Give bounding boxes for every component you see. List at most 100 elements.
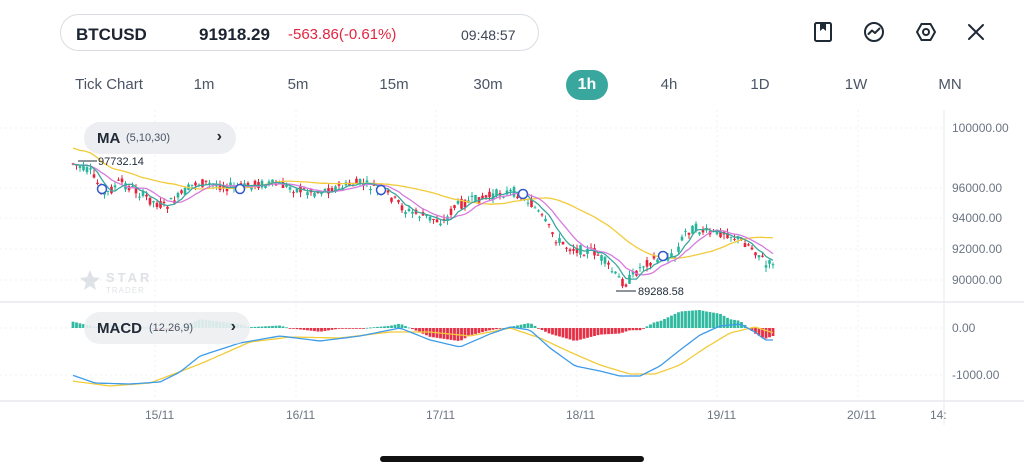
macd-bar: [302, 328, 306, 330]
candle-body: [617, 276, 621, 278]
candle-body: [334, 186, 337, 192]
tab-30m[interactable]: 30m: [473, 76, 503, 93]
macd-bar: [558, 328, 561, 337]
star-trader-watermark: STAR TRADER: [80, 270, 149, 295]
tab-1d[interactable]: 1D: [750, 76, 770, 93]
candle-body: [768, 260, 771, 264]
candle-body: [509, 189, 512, 192]
tab-15m[interactable]: 15m: [379, 76, 409, 93]
candle-body: [516, 196, 519, 199]
tab-1w[interactable]: 1W: [844, 76, 868, 93]
tab-4h[interactable]: 4h: [660, 76, 678, 93]
ma-indicator-button[interactable]: MA (5,10,30) ›: [84, 122, 236, 154]
macd-bar: [551, 328, 554, 335]
macd-bar: [71, 321, 75, 328]
macd-bar: [320, 328, 323, 332]
candle-body: [365, 180, 369, 183]
macd-bar: [526, 323, 530, 328]
candle-body: [78, 166, 82, 168]
bookmark-icon[interactable]: [811, 20, 835, 44]
candle-body: [358, 178, 362, 185]
candle-body: [691, 225, 694, 234]
macd-bar: [404, 326, 407, 328]
tab-mn[interactable]: MN: [938, 76, 962, 93]
macd-bar: [460, 328, 463, 341]
macd-bar: [516, 325, 519, 328]
candle-body: [134, 188, 138, 194]
macd-bar: [271, 325, 274, 328]
price-chart[interactable]: STAR TRADER 97732.14 89288.58 100000.00 …: [0, 110, 1024, 435]
candle-body: [92, 174, 96, 178]
signal-marker[interactable]: [657, 250, 669, 262]
macd-bar: [327, 328, 330, 331]
tab-1h[interactable]: 1h: [566, 70, 608, 100]
candle-body: [719, 230, 722, 238]
candle-body: [698, 232, 701, 235]
candle-body: [649, 262, 652, 266]
macd-bar: [362, 328, 365, 329]
macd-bar: [411, 328, 414, 330]
close-icon[interactable]: [964, 20, 988, 44]
macd-bar: [383, 326, 386, 328]
candle-body: [166, 206, 169, 209]
macd-bar: [722, 315, 726, 328]
candle-body: [656, 259, 659, 263]
macd-bar: [659, 320, 663, 328]
macd-label: MACD: [97, 320, 142, 337]
macd-bar: [547, 328, 551, 334]
settings-hexagon-icon[interactable]: [914, 20, 938, 44]
signal-marker[interactable]: [375, 184, 387, 196]
signal-markers: [96, 183, 669, 262]
candle-body: [302, 188, 306, 190]
candle-body: [183, 188, 187, 195]
macd-bar: [565, 328, 568, 339]
date-tick: 16/11: [286, 408, 315, 422]
candle-body: [274, 184, 278, 186]
candle-body: [530, 199, 533, 208]
signal-marker[interactable]: [517, 188, 529, 200]
macd-bar: [579, 328, 582, 340]
candle-body: [502, 196, 505, 198]
macd-bar: [666, 317, 670, 328]
macd-bar: [691, 310, 694, 328]
candle-body: [400, 205, 404, 211]
macd-bar: [684, 311, 687, 328]
time-label: 09:48:57: [461, 27, 516, 43]
tab-5m[interactable]: 5m: [287, 76, 309, 93]
candle-body: [603, 257, 607, 264]
tab-tick-chart[interactable]: Tick Chart: [75, 76, 143, 93]
candle-body: [554, 242, 558, 244]
candle-body: [194, 182, 197, 186]
timeframe-selector: Tick Chart 1m 5m 15m 30m 1h 4h 1D 1W MN: [0, 70, 1024, 100]
macd-indicator-button[interactable]: MACD (12,26,9) ›: [84, 312, 250, 344]
signal-marker[interactable]: [96, 183, 108, 195]
candle-body: [285, 184, 288, 187]
macd-bar: [358, 328, 362, 329]
price-tick: 100000.00: [952, 121, 1009, 135]
signal-marker[interactable]: [234, 183, 246, 195]
candle-body: [488, 191, 491, 198]
macd-bar: [257, 326, 260, 328]
macd-bar: [495, 328, 498, 330]
candle-body: [264, 184, 267, 188]
symbol-label: BTCUSD: [76, 25, 147, 44]
low-price-label: 89288.58: [638, 286, 684, 298]
candle-body: [316, 191, 320, 193]
macd-bar: [614, 328, 617, 334]
candle-body: [561, 241, 565, 245]
candle-body: [729, 236, 733, 238]
trend-chart-icon[interactable]: [862, 20, 886, 44]
macd-bar: [274, 325, 278, 328]
candle-body: [701, 229, 705, 233]
tab-1m[interactable]: 1m: [193, 76, 215, 93]
candle-body: [169, 197, 173, 200]
candle-body: [229, 182, 232, 187]
ma-params: (5,10,30): [126, 132, 171, 144]
chevron-right-icon: ›: [216, 128, 222, 145]
candle-body: [320, 193, 323, 195]
candle-body: [96, 182, 99, 185]
macd-bar: [519, 324, 523, 328]
macd-bar: [323, 328, 327, 331]
date-tick: 14:: [930, 408, 947, 422]
candle-body: [155, 202, 159, 207]
